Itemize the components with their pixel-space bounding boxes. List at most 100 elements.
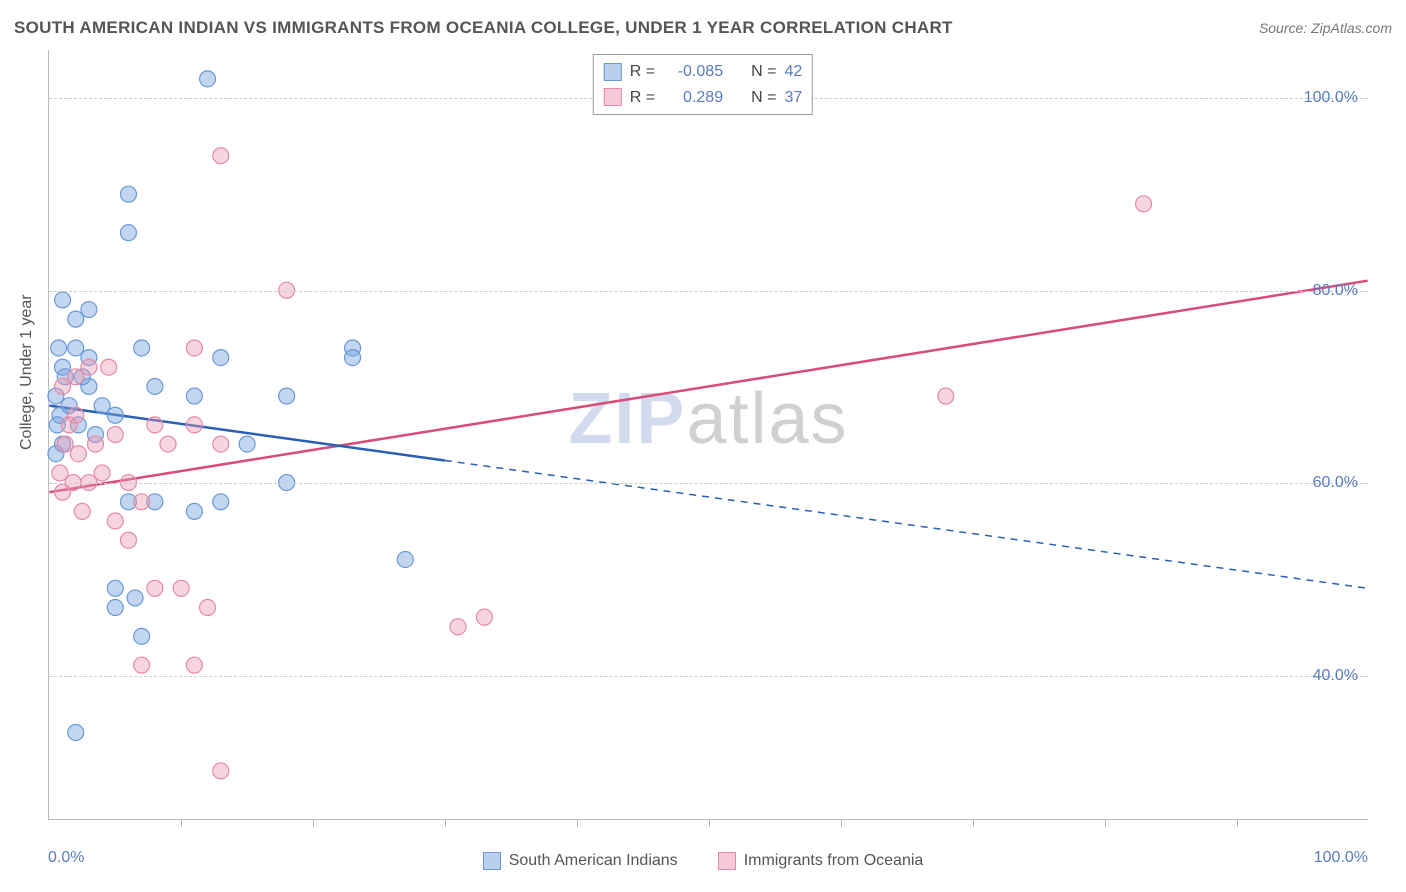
data-point — [213, 148, 229, 164]
x-tick — [181, 819, 182, 827]
data-point — [147, 378, 163, 394]
data-point — [68, 369, 84, 385]
data-point — [120, 186, 136, 202]
y-tick-label: 60.0% — [1313, 474, 1358, 492]
data-point — [186, 657, 202, 673]
data-point — [134, 657, 150, 673]
data-point — [88, 436, 104, 452]
legend-n-label: N = — [751, 59, 776, 85]
data-point — [107, 407, 123, 423]
legend-swatch — [604, 63, 622, 81]
x-tick — [841, 819, 842, 827]
legend-r-label: R = — [630, 59, 655, 85]
data-point — [120, 225, 136, 241]
scatter-points — [49, 50, 1368, 819]
data-point — [107, 513, 123, 529]
data-point — [186, 340, 202, 356]
data-point — [186, 388, 202, 404]
data-point — [101, 359, 117, 375]
data-point — [57, 436, 73, 452]
data-point — [68, 724, 84, 740]
data-point — [134, 494, 150, 510]
data-point — [213, 350, 229, 366]
legend-row: R = 0.289 N = 37 — [604, 85, 802, 111]
legend-label: Immigrants from Oceania — [744, 852, 924, 870]
data-point — [120, 532, 136, 548]
legend-series: South American Indians Immigrants from O… — [0, 852, 1406, 870]
legend-swatch — [604, 88, 622, 106]
data-point — [68, 407, 84, 423]
data-point — [81, 302, 97, 318]
legend-swatch — [483, 852, 501, 870]
data-point — [74, 503, 90, 519]
x-axis-min-label: 0.0% — [48, 849, 84, 867]
data-point — [68, 340, 84, 356]
x-tick — [313, 819, 314, 827]
y-axis-title: College, Under 1 year — [18, 294, 36, 450]
gridline — [49, 291, 1368, 292]
legend-r-value: -0.085 — [663, 59, 723, 85]
x-tick — [973, 819, 974, 827]
gridline — [49, 676, 1368, 677]
data-point — [476, 609, 492, 625]
data-point — [94, 465, 110, 481]
legend-item: South American Indians — [483, 852, 678, 870]
y-tick-label: 100.0% — [1304, 89, 1358, 107]
legend-n-value: 42 — [784, 59, 802, 85]
data-point — [51, 340, 67, 356]
legend-n-value: 37 — [784, 85, 802, 111]
data-point — [450, 619, 466, 635]
data-point — [186, 503, 202, 519]
legend-n-label: N = — [751, 85, 776, 111]
data-point — [160, 436, 176, 452]
legend-correlation: R = -0.085 N = 42 R = 0.289 N = 37 — [593, 54, 813, 115]
data-point — [134, 340, 150, 356]
data-point — [81, 359, 97, 375]
data-point — [147, 580, 163, 596]
data-point — [55, 378, 71, 394]
data-point — [1136, 196, 1152, 212]
data-point — [239, 436, 255, 452]
data-point — [94, 398, 110, 414]
legend-row: R = -0.085 N = 42 — [604, 59, 802, 85]
data-point — [52, 465, 68, 481]
legend-swatch — [718, 852, 736, 870]
data-point — [55, 292, 71, 308]
chart-title: SOUTH AMERICAN INDIAN VS IMMIGRANTS FROM… — [14, 18, 953, 38]
data-point — [134, 628, 150, 644]
data-point — [107, 580, 123, 596]
legend-label: South American Indians — [509, 852, 678, 870]
data-point — [107, 600, 123, 616]
data-point — [68, 311, 84, 327]
x-tick — [1105, 819, 1106, 827]
legend-r-label: R = — [630, 85, 655, 111]
legend-r-value: 0.289 — [663, 85, 723, 111]
data-point — [200, 71, 216, 87]
data-point — [213, 494, 229, 510]
data-point — [213, 436, 229, 452]
data-point — [127, 590, 143, 606]
x-axis-max-label: 100.0% — [1314, 849, 1368, 867]
data-point — [213, 763, 229, 779]
gridline — [49, 483, 1368, 484]
data-point — [186, 417, 202, 433]
x-tick — [1237, 819, 1238, 827]
x-tick — [577, 819, 578, 827]
data-point — [938, 388, 954, 404]
data-point — [397, 551, 413, 567]
data-point — [70, 446, 86, 462]
legend-item: Immigrants from Oceania — [718, 852, 924, 870]
data-point — [173, 580, 189, 596]
data-point — [345, 350, 361, 366]
plot-area: ZIPatlas 40.0%60.0%80.0%100.0% — [48, 50, 1368, 820]
x-tick — [709, 819, 710, 827]
data-point — [279, 388, 295, 404]
data-point — [147, 417, 163, 433]
data-point — [55, 484, 71, 500]
source-label: Source: ZipAtlas.com — [1259, 20, 1392, 36]
y-tick-label: 40.0% — [1313, 667, 1358, 685]
y-tick-label: 80.0% — [1313, 282, 1358, 300]
x-tick — [445, 819, 446, 827]
data-point — [107, 427, 123, 443]
data-point — [200, 600, 216, 616]
